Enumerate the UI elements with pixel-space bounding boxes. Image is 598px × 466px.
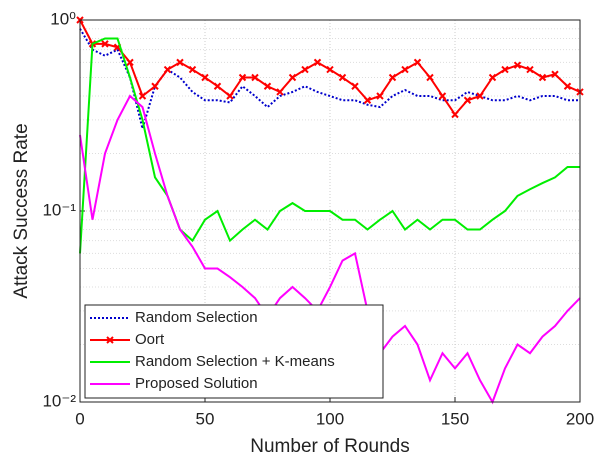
legend: Random Selection Oort Random Selection + K… (84, 304, 384, 399)
marker (226, 92, 234, 100)
marker (101, 40, 109, 48)
marker (313, 58, 322, 67)
x-tick-label: 100 (316, 409, 344, 428)
marker (163, 65, 172, 74)
marker (538, 73, 547, 82)
marker (563, 82, 572, 90)
marker (251, 73, 259, 82)
marker (288, 73, 297, 82)
marker (188, 65, 197, 74)
marker (376, 92, 384, 100)
marker (301, 65, 309, 74)
y-axis-label: Attack Success Rate (11, 123, 32, 298)
marker (238, 73, 247, 82)
marker (276, 88, 284, 96)
marker (201, 73, 209, 82)
marker (451, 110, 459, 119)
x-tick-label: 50 (196, 409, 215, 428)
marker (388, 73, 397, 82)
marker (526, 65, 534, 74)
marker (338, 73, 347, 82)
marker (151, 82, 159, 90)
marker (363, 96, 372, 104)
marker (501, 65, 509, 74)
marker (126, 58, 134, 67)
legend-label: Oort (135, 331, 165, 348)
marker (438, 92, 447, 100)
marker (513, 61, 522, 69)
series-line (79, 94, 581, 405)
marker (551, 70, 559, 78)
axes-box (79, 19, 581, 403)
marker (326, 65, 334, 74)
x-axis-label: Number of Rounds (250, 436, 409, 457)
marker (401, 65, 409, 74)
y-tick-label: 10⁻¹ (42, 200, 76, 219)
x-tick-label: 0 (75, 409, 84, 428)
marker (176, 58, 184, 67)
legend-label: Random Selection + K-means (135, 353, 335, 370)
legend-box (84, 304, 384, 399)
legend-label: Proposed Solution (135, 375, 258, 392)
marker (463, 96, 472, 104)
marker (488, 73, 497, 82)
series-line (79, 37, 580, 254)
marker (138, 92, 147, 100)
legend-label: Random Selection (135, 309, 258, 326)
marker (213, 82, 222, 90)
marker (476, 92, 484, 100)
marker (263, 82, 272, 90)
marker (413, 58, 422, 67)
legend-marker (106, 336, 114, 344)
x-tick-label: 200 (566, 409, 594, 428)
marker (351, 82, 359, 90)
y-tick-label: 10⁻² (42, 391, 76, 410)
marker (426, 73, 434, 82)
x-tick-label: 150 (441, 409, 469, 428)
y-tick-label: 10⁰ (50, 9, 76, 28)
